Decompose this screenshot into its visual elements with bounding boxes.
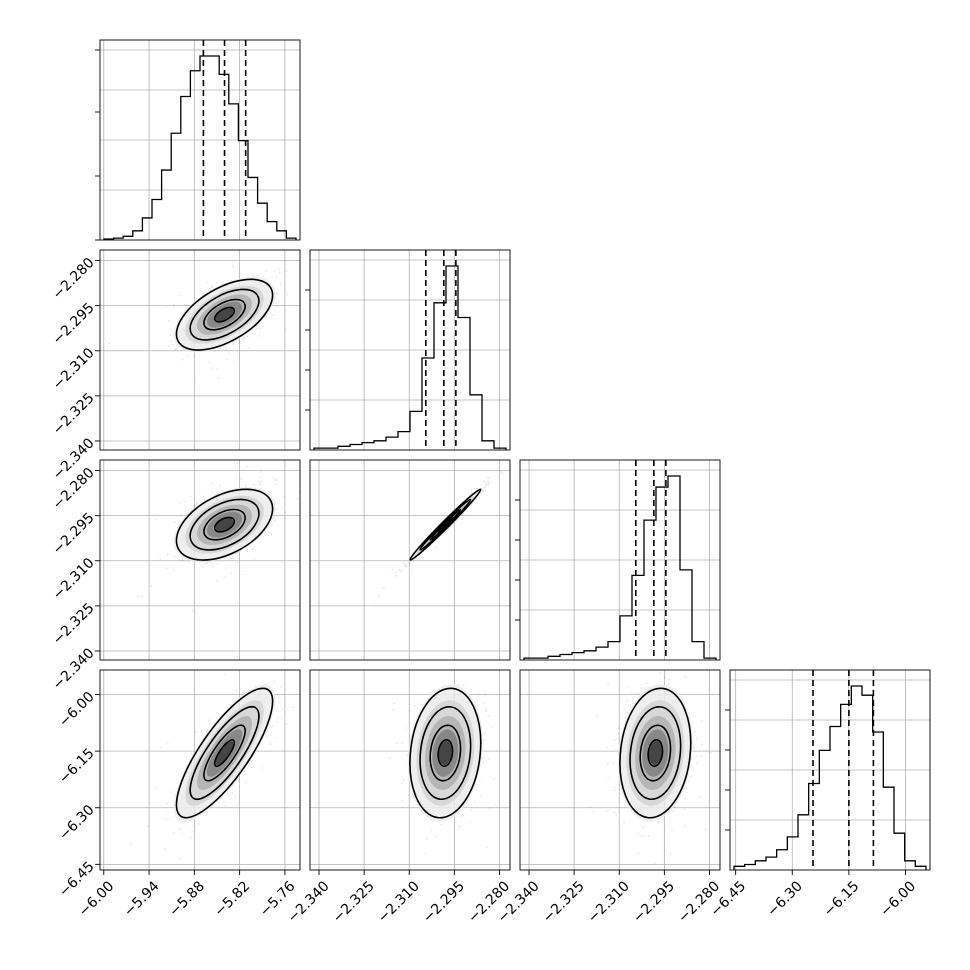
histogram-panel-1 <box>305 249 511 451</box>
x-tick-label: −6.00 <box>877 878 919 920</box>
contour-line <box>639 724 672 782</box>
contour-line <box>419 705 472 801</box>
panel-content <box>589 672 720 864</box>
y-tick-label: −2.280 <box>50 255 98 303</box>
x-tick-label: −2.310 <box>375 878 423 926</box>
contour-line <box>175 687 274 819</box>
density-level <box>648 741 662 765</box>
panel-content <box>388 684 496 855</box>
contour-line <box>419 498 472 551</box>
y-tick-label: −2.310 <box>50 555 98 603</box>
density-level <box>215 308 234 322</box>
contour-line <box>647 739 664 768</box>
density-level <box>438 741 452 765</box>
panel-frame <box>99 459 301 661</box>
scatter-panel-1-0 <box>99 249 301 451</box>
contour-line <box>203 508 246 541</box>
y-tick-label: −6.00 <box>56 689 98 731</box>
scatter-panel-3-0 <box>99 669 301 871</box>
y-tick-label: −6.30 <box>56 802 98 844</box>
contour-line <box>409 488 482 561</box>
panel-frame <box>309 249 511 451</box>
x-tick-label: −2.295 <box>420 878 468 926</box>
contour-line <box>437 516 454 533</box>
histogram-step <box>103 55 297 240</box>
panel-frame <box>309 669 511 871</box>
y-tick-label: −2.325 <box>50 600 98 648</box>
contour-line <box>175 278 274 351</box>
histogram-step <box>523 475 717 660</box>
y-tick-label: −6.15 <box>56 745 98 787</box>
histogram-step <box>733 685 927 870</box>
panel-frame <box>99 249 301 451</box>
x-tick-label: −5.88 <box>166 878 208 920</box>
panel-content <box>373 470 503 604</box>
density-level <box>215 741 234 765</box>
scatter-panel-2-0 <box>99 459 301 661</box>
histogram-panel-0 <box>95 39 301 241</box>
y-tick-label: −2.340 <box>50 645 98 693</box>
histogram-panel-2 <box>515 459 721 661</box>
x-tick-label: −2.325 <box>330 878 378 926</box>
scatter-panel-3-2 <box>519 669 721 871</box>
contour-line <box>429 724 462 782</box>
panel-content <box>130 673 300 860</box>
x-tick-label: −6.30 <box>764 878 806 920</box>
contour-line <box>189 498 260 551</box>
contour-line <box>213 739 236 768</box>
contour-line <box>213 516 236 533</box>
contour-line <box>175 488 274 561</box>
panel-frame <box>519 669 721 871</box>
x-tick-label: −2.295 <box>630 878 678 926</box>
scatter-panel-2-1 <box>309 459 511 661</box>
contour-line <box>189 288 260 341</box>
panel-frame <box>99 669 301 871</box>
y-tick-label: −2.325 <box>50 390 98 438</box>
y-tick-label: −2.310 <box>50 345 98 393</box>
contour-line <box>437 739 454 768</box>
panel-content <box>108 261 289 382</box>
histogram-panel-3 <box>725 669 931 871</box>
contour-line <box>203 298 246 331</box>
density-level <box>215 518 234 532</box>
contour-line <box>629 705 682 801</box>
panel-content <box>137 466 300 612</box>
panel-frame <box>519 459 721 661</box>
histogram-step <box>313 265 507 450</box>
scatter-panel-3-1 <box>309 669 511 871</box>
contour-line <box>189 705 260 801</box>
contour-line <box>213 306 236 323</box>
contour-line <box>409 687 482 819</box>
panel-frame <box>309 459 511 661</box>
panel-frame <box>729 669 931 871</box>
y-tick-label: −2.295 <box>50 300 98 348</box>
x-tick-label: −5.94 <box>121 878 163 920</box>
x-tick-label: −2.310 <box>585 878 633 926</box>
x-tick-label: −2.325 <box>540 878 588 926</box>
y-tick-label: −2.295 <box>50 510 98 558</box>
x-tick-label: −6.15 <box>821 878 863 920</box>
x-tick-label: −5.82 <box>212 878 254 920</box>
panel-frame <box>99 39 301 241</box>
contour-line <box>203 724 246 782</box>
contour-line <box>619 687 692 819</box>
